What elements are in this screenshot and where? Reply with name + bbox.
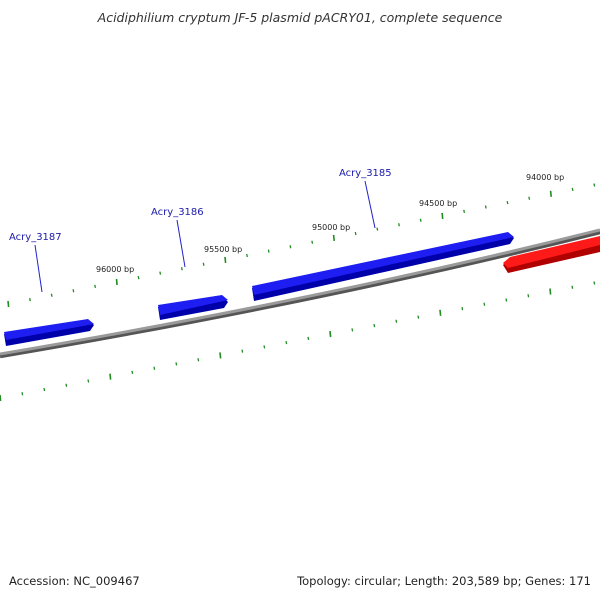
outer-scale-tick [506,200,509,205]
accession-text: Accession: NC_009467 [9,574,140,588]
outer-scale-tick [159,271,162,275]
inner-scale-tick [87,379,90,383]
label-line-acry-3186 [176,219,186,268]
inner-scale-tick [351,328,354,332]
inner-scale-tick [307,336,310,341]
gene-label-acry-3187[interactable]: Acry_3187 [9,232,62,243]
outer-scale-tick [419,218,422,222]
map-title: Acidiphilium cryptum JF-5 plasmid pACRY0… [97,10,503,25]
inner-scale-tick [219,352,222,359]
outer-scale-tick [332,234,335,241]
scale-label-95000: 95000 bp [312,223,350,232]
inner-scale-tick [0,394,2,402]
outer-scale-tick [311,240,314,244]
outer-scale-tick [50,293,53,297]
gene-acry-3187[interactable] [4,319,94,346]
backbone [0,228,600,356]
inner-scale-tick [483,302,486,306]
outer-scale-tick [224,256,227,263]
inner-scale-tick [175,362,178,366]
outer-scale-ticks [7,183,596,308]
inner-scale-tick [21,392,24,396]
label-line-acry-3185 [364,180,376,229]
inner-scale-tick [373,323,376,328]
inner-scale-tick [461,306,464,311]
outer-scale-tick [267,249,270,253]
inner-scale-tick [131,370,134,375]
inner-scale-tick [439,309,442,316]
inner-scale-tick [417,315,420,319]
backbone-shadow [0,229,600,359]
outer-scale-tick [289,245,292,249]
outer-scale-tick [202,262,205,266]
inner-scale-tick [329,331,332,338]
inner-scale-tick [549,288,552,295]
outer-scale-tick [246,253,248,258]
outer-scale-tick [593,183,596,187]
scale-label-94500: 94500 bp [419,199,457,208]
label-line-acry-3187 [34,244,43,293]
gene-acry-3186[interactable] [158,295,228,320]
outer-scale-tick [528,196,531,200]
inner-scale-tick [395,319,398,323]
inner-scale-tick [43,387,46,392]
outer-scale-tick [463,209,466,214]
gene-label-acry-3185[interactable]: Acry_3185 [339,168,392,179]
inner-scale-tick [505,298,508,302]
outer-scale-tick [549,190,552,197]
inner-scale-tick [109,373,112,380]
outer-scale-tick [94,284,97,289]
outer-scale-tick [7,300,10,308]
inner-scale-tick [285,340,288,345]
inner-scale-tick [197,358,200,362]
inner-scale-tick [593,281,596,285]
outer-scale-tick [115,278,118,286]
outer-scale-tick [484,205,487,209]
scale-label-95500: 95500 bp [204,245,242,254]
inner-scale-tick [241,349,244,353]
scale-label-94000: 94000 bp [526,173,564,182]
gene-reverse[interactable] [503,236,600,273]
gene-acry-3185[interactable] [252,232,514,301]
inner-scale-tick [571,285,574,289]
topology-summary: Topology: circular; Length: 203,589 bp; … [297,574,591,588]
inner-scale-tick [263,345,266,349]
outer-scale-tick [72,289,75,293]
inner-scale-tick [527,294,530,298]
inner-scale-tick [153,366,156,370]
outer-scale-tick [180,267,183,271]
outer-scale-tick [376,227,379,231]
inner-scale-tick [65,383,68,387]
outer-scale-tick [354,231,357,236]
scale-label-96000: 96000 bp [96,265,134,274]
outer-scale-tick [398,223,400,227]
outer-scale-tick [441,212,444,219]
outer-scale-tick [137,275,140,280]
gene-label-acry-3186[interactable]: Acry_3186 [151,207,204,218]
inner-scale-ticks [0,281,596,402]
outer-scale-tick [29,297,31,302]
outer-scale-tick [571,187,574,192]
